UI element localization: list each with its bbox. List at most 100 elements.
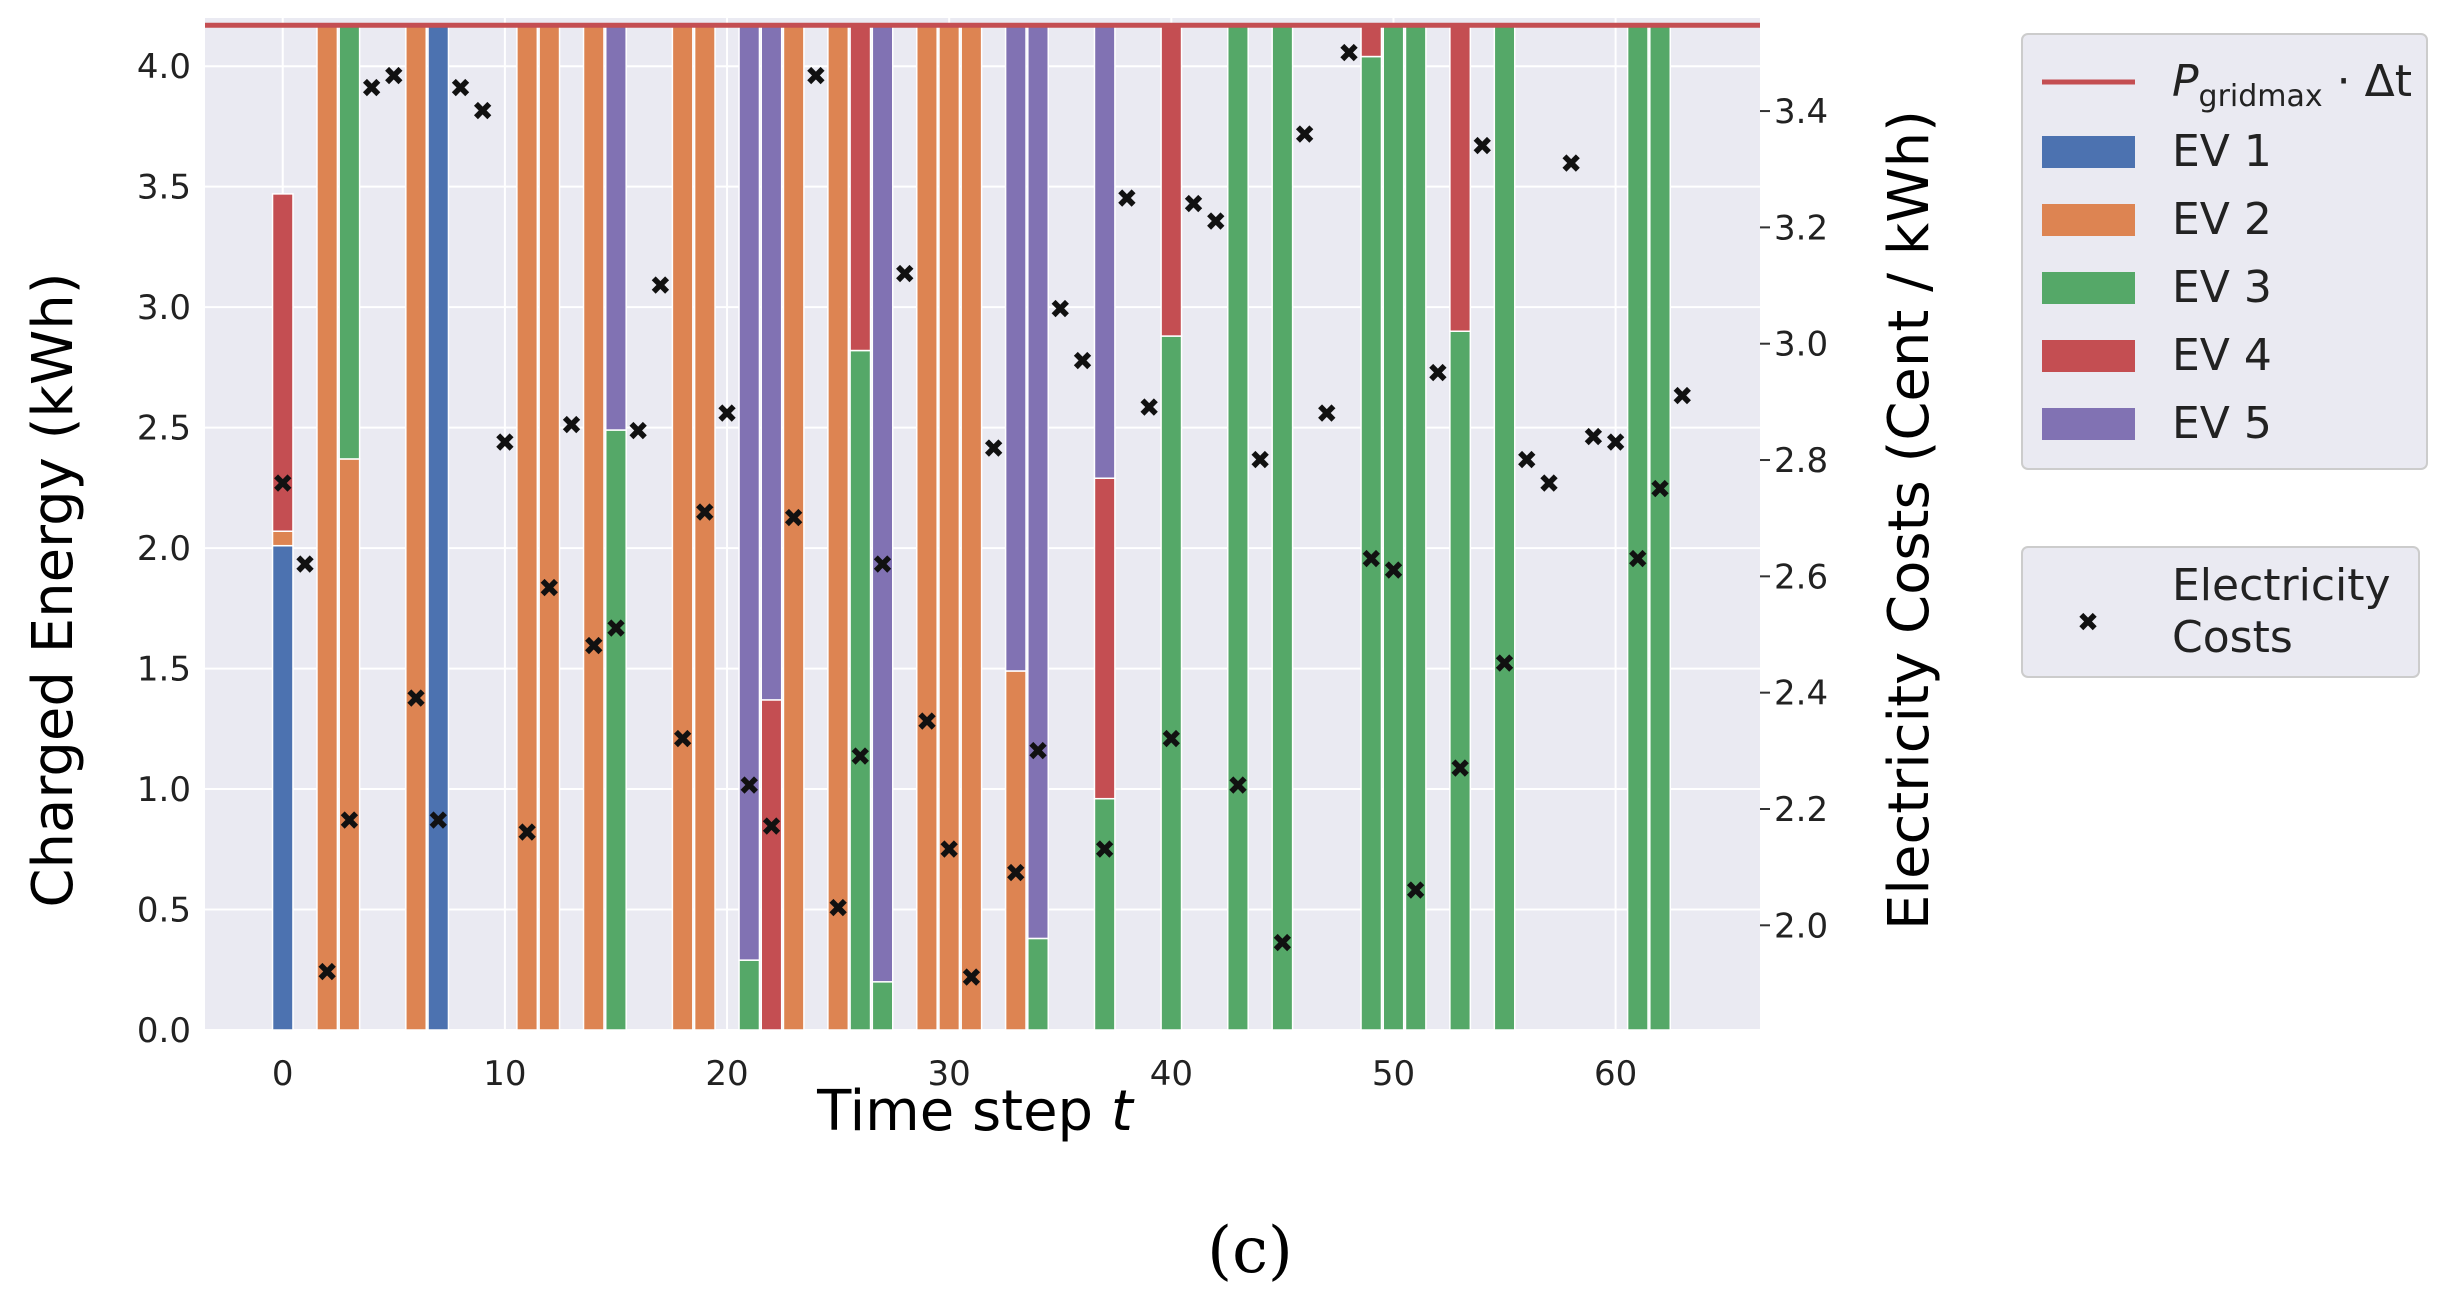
bar-ev2 <box>271 530 294 547</box>
cost-marker: ✖ <box>1360 545 1382 575</box>
y2-tick-label: 2.2 <box>1774 790 1828 830</box>
bar-ev5 <box>871 24 894 983</box>
legend-ev4-swatch <box>2042 340 2135 372</box>
cost-marker: ✖ <box>1671 382 1693 412</box>
bar-ev3 <box>1649 24 1672 1031</box>
cost-marker: ✖ <box>672 725 694 755</box>
bar-ev3 <box>338 24 361 460</box>
y2-tick-label: 2.6 <box>1774 557 1828 597</box>
bar-ev3 <box>1493 24 1516 1031</box>
legend-ev3-swatch <box>2042 272 2135 304</box>
x-axis-title-main: Time step <box>816 1079 1111 1144</box>
cost-marker: ✖ <box>1516 446 1538 476</box>
cost-marker: ✖ <box>538 574 560 604</box>
cost-marker: ✖ <box>716 399 738 429</box>
bar-ev2 <box>316 24 339 1031</box>
cost-marker: ✖ <box>1027 737 1049 767</box>
y2-tick-label: 2.4 <box>1774 674 1828 714</box>
y2-tick-label: 3.4 <box>1774 92 1828 132</box>
cost-marker: ✖ <box>294 551 316 581</box>
bar-ev3 <box>871 981 894 1031</box>
cost-marker: ✖ <box>1316 399 1338 429</box>
x-tick-label: 20 <box>705 1054 748 1094</box>
legend-ev5-swatch <box>2042 408 2135 440</box>
bar-ev4 <box>1093 477 1116 800</box>
y-tick-label: 4.0 <box>137 47 191 87</box>
cost-marker: ✖ <box>649 272 671 302</box>
legend-ev1-label: EV 1 <box>2172 126 2272 177</box>
bar-ev3 <box>849 349 872 1031</box>
y-tick-label: 3.0 <box>137 288 191 328</box>
cost-marker: ✖ <box>405 684 427 714</box>
cost-marker: ✖ <box>1449 754 1471 784</box>
bar-ev3 <box>1382 24 1405 1031</box>
figure-caption: (c) <box>1207 1214 1293 1288</box>
cost-marker: ✖ <box>338 807 360 837</box>
x-tick-label: 30 <box>928 1054 971 1094</box>
cost-marker: ✖ <box>1205 208 1227 238</box>
y2-axis-title: Electricity Costs (Cent / kWh) <box>1877 110 1942 930</box>
cost-marker: ✖ <box>1183 190 1205 220</box>
legend-gridmax-p: P <box>2172 56 2199 107</box>
cost-marker: ✖ <box>1271 929 1293 959</box>
cost-marker: ✖ <box>1049 295 1071 325</box>
legend-costs-label-line2: Costs <box>2172 612 2293 663</box>
bar-ev2 <box>938 24 961 1031</box>
bar-ev3 <box>1360 55 1383 1031</box>
legend-costs-frame <box>2021 546 2420 678</box>
cost-marker: ✖ <box>1072 347 1094 377</box>
cost-marker: ✖ <box>1160 725 1182 755</box>
bar-ev4 <box>271 193 294 532</box>
cost-marker: ✖ <box>1471 132 1493 162</box>
cost-marker: ✖ <box>627 417 649 447</box>
cost-marker: ✖ <box>272 469 294 499</box>
cost-marker: ✖ <box>761 812 783 842</box>
y-tick-label: 2.5 <box>137 409 191 449</box>
cost-marker: ✖ <box>827 894 849 924</box>
bar-ev3 <box>1271 24 1294 1031</box>
legend-main: Pgridmax · Δt EV 1 EV 2 EV 3 EV 4 EV 5 <box>2021 33 2428 470</box>
y-tick-label: 1.5 <box>137 650 191 690</box>
cost-marker: ✖ <box>694 498 716 528</box>
bar-ev3 <box>604 429 627 1031</box>
cost-marker: ✖ <box>1294 120 1316 150</box>
legend-ev5-label: EV 5 <box>2172 398 2272 449</box>
cost-marker: ✖ <box>849 743 871 773</box>
bar-ev3 <box>1449 330 1472 1031</box>
cost-marker: ✖ <box>805 62 827 92</box>
cost-marker: ✖ <box>916 708 938 738</box>
legend-ev1-swatch <box>2042 136 2135 168</box>
bar-ev2 <box>671 24 694 1031</box>
y-tick-label: 0.5 <box>137 891 191 931</box>
cost-marker: ✖ <box>450 74 472 104</box>
bar-ev2 <box>1004 670 1027 1031</box>
y2-tick-label: 3.0 <box>1774 325 1828 365</box>
cost-marker: ✖ <box>1227 772 1249 802</box>
cost-marker: ✖ <box>1338 39 1360 69</box>
bar-ev4 <box>1449 24 1472 332</box>
bar-ev2 <box>516 24 539 1031</box>
bar-ev5 <box>1027 24 1050 940</box>
cost-marker: ✖ <box>1405 876 1427 906</box>
cost-marker: ✖ <box>783 504 805 534</box>
cost-marker: ✖ <box>1116 184 1138 214</box>
cost-marker: ✖ <box>427 807 449 837</box>
bar-ev5 <box>738 24 761 961</box>
legend-costs-label-line1: Electricity <box>2172 560 2391 611</box>
bar-ev2 <box>915 24 938 1031</box>
bar-ev3 <box>1226 24 1249 1031</box>
x-axis-title: Time step t <box>816 1079 1135 1144</box>
cost-marker: ✖ <box>561 411 583 441</box>
bar-ev4 <box>760 699 783 1031</box>
bar-ev3 <box>1160 335 1183 1031</box>
bar-ev4 <box>849 24 872 352</box>
cost-marker: ✖ <box>983 434 1005 464</box>
bar-ev4 <box>1360 24 1383 58</box>
cost-marker: ✖ <box>738 772 760 802</box>
legend-costs: ✖ Electricity Costs <box>2021 546 2420 678</box>
cost-marker: ✖ <box>516 818 538 848</box>
cost-marker: ✖ <box>1427 359 1449 389</box>
cost-marker: ✖ <box>894 260 916 290</box>
bar-ev2 <box>582 24 605 1031</box>
